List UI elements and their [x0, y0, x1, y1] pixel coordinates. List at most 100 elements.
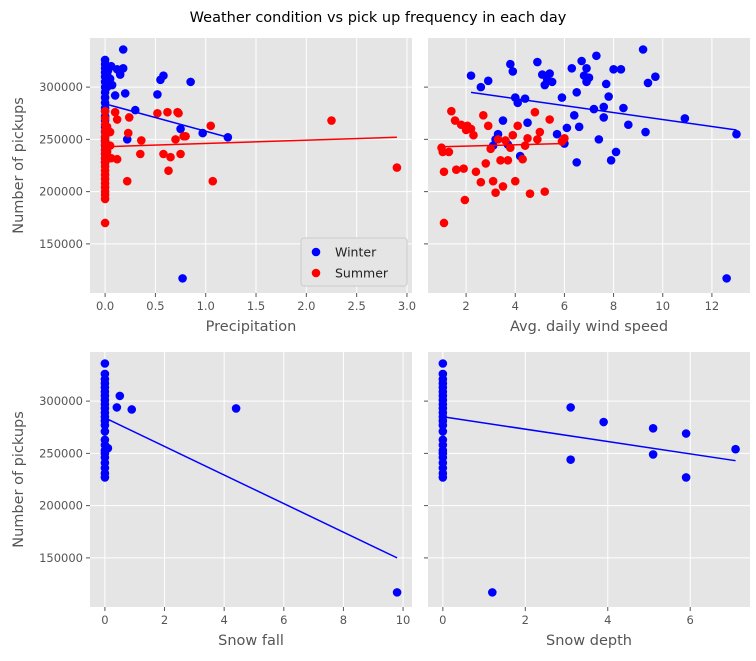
data-point: [523, 118, 532, 127]
y-tick-label: 200000: [39, 499, 83, 513]
data-point: [174, 108, 183, 118]
data-point: [100, 420, 110, 430]
series-summer: [100, 106, 402, 228]
data-point: [450, 116, 460, 125]
x-tick-label: 4: [221, 613, 228, 627]
data-point: [525, 189, 535, 199]
data-point: [459, 164, 468, 173]
data-point: [392, 588, 402, 597]
data-point: [466, 71, 476, 80]
y-axis-label: Number of pickups: [11, 411, 27, 548]
x-tick-label: 12: [705, 299, 720, 313]
x-tick-label: 10: [655, 299, 670, 313]
series-summer: [437, 106, 569, 228]
x-tick-label: 8: [610, 299, 617, 313]
data-point: [648, 423, 658, 433]
data-point: [438, 359, 448, 368]
data-point: [643, 78, 653, 88]
data-point: [176, 124, 185, 134]
trend-line-summer: [441, 142, 565, 148]
data-point: [105, 141, 115, 150]
x-axis-label: Avg. daily wind speed: [510, 319, 668, 335]
x-tick-label: 1.5: [247, 299, 265, 313]
data-point: [545, 115, 554, 124]
data-point: [469, 130, 478, 140]
data-point: [476, 82, 486, 92]
trend-line-winter: [104, 103, 229, 139]
y-tick-label: 250000: [39, 446, 83, 460]
data-point: [486, 144, 495, 154]
x-tick-label: 10: [396, 613, 411, 627]
data-point: [491, 188, 500, 197]
panel-snowfall: [86, 352, 412, 611]
series-winter: [438, 359, 740, 597]
x-tick-label: 0.0: [96, 299, 114, 313]
data-point: [107, 80, 117, 90]
data-point: [476, 177, 486, 187]
data-point: [112, 403, 122, 412]
data-point: [616, 65, 626, 74]
data-point: [641, 127, 650, 137]
data-point: [438, 427, 448, 436]
data-point: [545, 69, 554, 78]
x-tick-label: 2: [522, 613, 529, 627]
x-tick-label: 2: [462, 299, 469, 313]
data-point: [100, 218, 110, 228]
data-point: [460, 195, 470, 205]
panel-background: [90, 352, 412, 607]
x-tick-label: 2.5: [348, 299, 366, 313]
trend-line-summer: [105, 136, 397, 148]
data-point: [231, 404, 241, 413]
y-tick-label: 300000: [39, 80, 83, 94]
legend-marker: [311, 247, 321, 257]
data-point: [513, 121, 523, 131]
data-point: [438, 147, 448, 157]
data-point: [566, 455, 575, 464]
data-point: [438, 420, 448, 430]
data-point: [681, 473, 691, 482]
data-point: [163, 107, 172, 117]
data-point: [520, 94, 530, 103]
x-tick-label: 6: [561, 299, 568, 313]
data-point: [582, 64, 591, 73]
data-point: [638, 45, 648, 54]
data-point: [569, 111, 579, 120]
data-point: [584, 73, 594, 83]
data-point: [557, 93, 567, 102]
data-point: [611, 147, 621, 157]
x-axis-label: Precipitation: [206, 319, 297, 335]
data-point: [159, 71, 168, 80]
x-tick-label: 6: [687, 613, 694, 627]
data-point: [535, 127, 545, 137]
data-point: [513, 98, 523, 108]
data-point: [100, 114, 110, 123]
data-point: [451, 165, 461, 174]
y-tick-label: 150000: [39, 237, 83, 251]
data-point: [503, 155, 513, 165]
data-point: [651, 72, 660, 81]
data-point: [153, 108, 162, 118]
data-point: [648, 450, 658, 459]
x-tick-label: 8: [340, 613, 347, 627]
data-point: [599, 113, 609, 122]
figure-title: Weather condition vs pick up frequency i…: [190, 10, 567, 26]
data-point: [540, 187, 550, 196]
data-point: [181, 131, 190, 141]
x-axis-label: Snow fall: [218, 633, 284, 649]
data-point: [732, 129, 741, 139]
panel-background: [428, 352, 750, 607]
data-point: [483, 76, 493, 86]
data-point: [447, 106, 456, 116]
data-point: [127, 405, 137, 414]
data-point: [498, 116, 508, 125]
x-tick-label: 4: [512, 299, 519, 313]
data-point: [577, 56, 586, 66]
data-point: [103, 443, 113, 453]
data-point: [604, 92, 613, 101]
data-point: [100, 427, 110, 436]
data-point: [572, 158, 582, 167]
data-point: [178, 274, 187, 283]
data-point: [112, 115, 122, 124]
data-point: [100, 473, 110, 482]
